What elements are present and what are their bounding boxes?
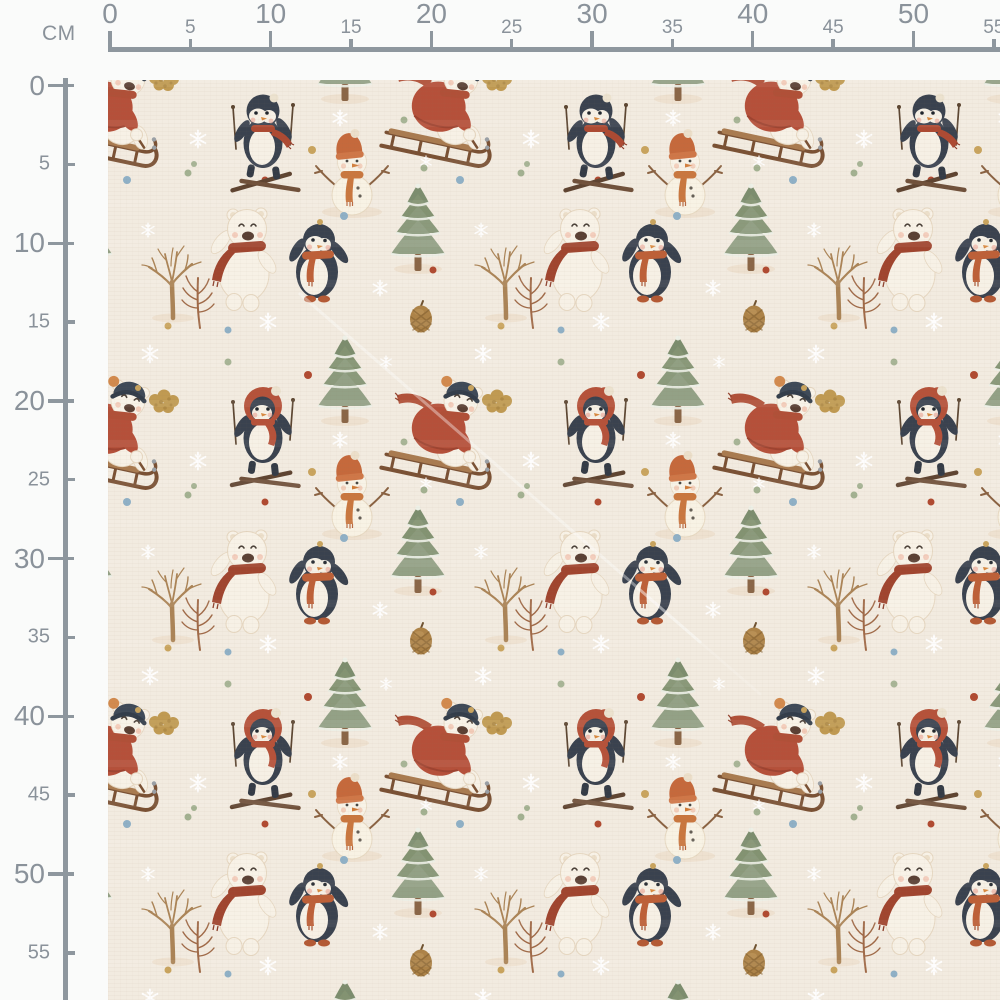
fabric-fold-streak (298, 292, 702, 644)
fabric-swatch (108, 80, 1000, 1000)
fabric-fold-streak-faint (638, 588, 762, 696)
